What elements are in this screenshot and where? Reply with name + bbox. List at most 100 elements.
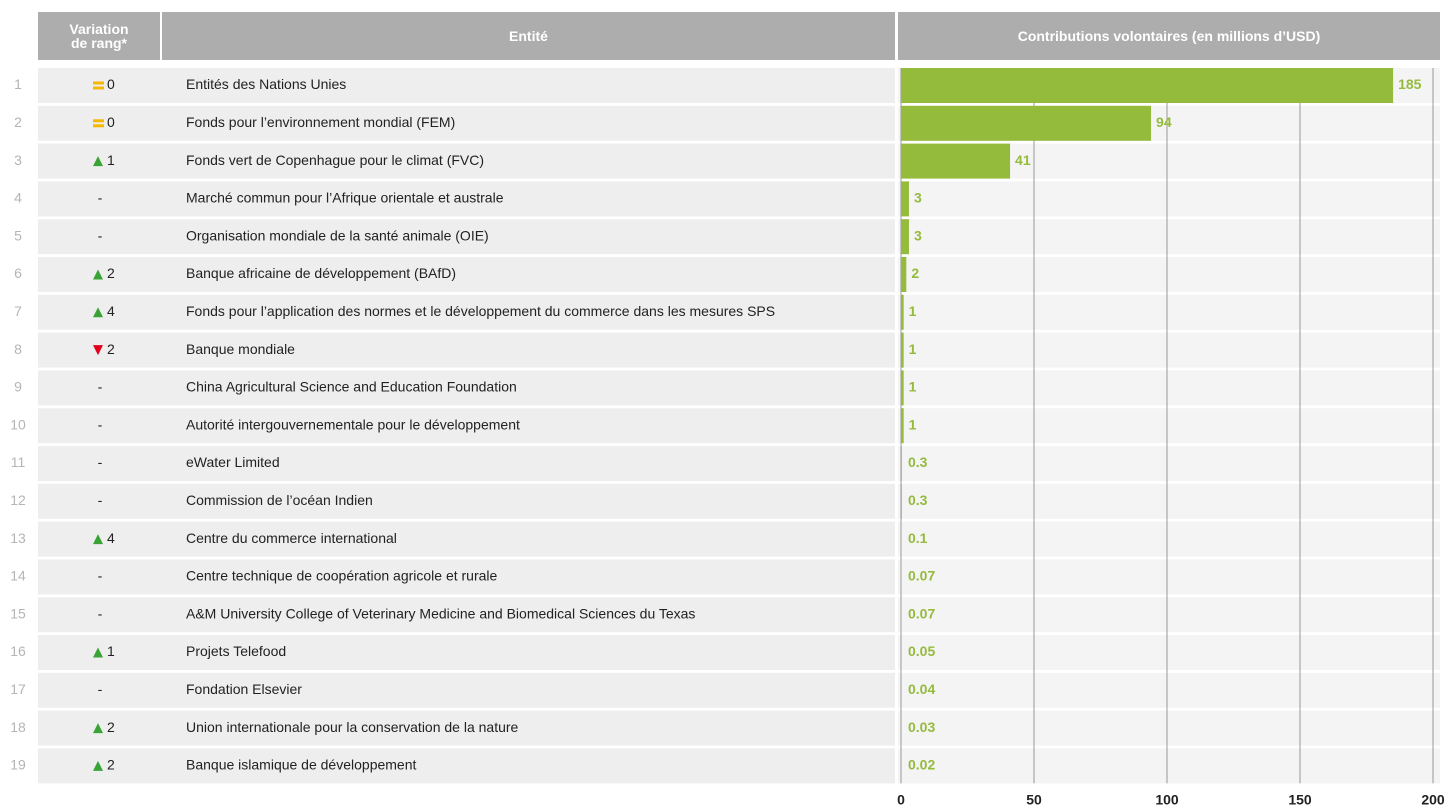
value-label: 0.02 <box>908 757 935 773</box>
row-bg <box>38 559 895 595</box>
row-bg-chart <box>898 332 1440 368</box>
entity: Marché commun pour l’Afrique orientale e… <box>186 190 504 206</box>
rank: 9 <box>14 379 22 395</box>
row-bg <box>38 635 895 670</box>
rank: 15 <box>10 605 26 621</box>
bar <box>901 257 907 292</box>
header-rank-change: Variation de rang* <box>38 12 160 60</box>
entity: eWater Limited <box>186 454 280 470</box>
row-bg <box>38 710 895 746</box>
row-bg-chart <box>898 748 1440 784</box>
row-bg <box>38 672 895 708</box>
value-label: 41 <box>1015 152 1031 168</box>
value-label: 0.03 <box>908 719 935 735</box>
bar <box>901 105 1152 141</box>
value-label: 2 <box>911 265 919 281</box>
rank: 3 <box>14 152 22 168</box>
rank: 14 <box>10 568 26 584</box>
rank-change: 0 <box>107 114 115 130</box>
row-bg <box>38 181 895 217</box>
rank: 16 <box>10 643 26 659</box>
row-bg <box>38 257 895 292</box>
x-tick-label: 50 <box>1026 792 1042 808</box>
x-tick-label: 100 <box>1155 792 1179 808</box>
rank: 18 <box>10 719 26 735</box>
rank: 6 <box>14 265 22 281</box>
x-tick-label: 150 <box>1288 792 1312 808</box>
entity: A&M University College of Veterinary Med… <box>186 605 695 621</box>
row-bg-chart <box>898 635 1440 670</box>
entity: China Agricultural Science and Education… <box>186 379 517 395</box>
row-bg-chart <box>898 294 1440 330</box>
rank: 12 <box>10 492 26 508</box>
entity: Fondation Elsevier <box>186 681 302 697</box>
rank-change: 2 <box>107 265 115 281</box>
rank: 13 <box>10 530 26 546</box>
value-label: 0.07 <box>908 568 935 584</box>
rank-change: 4 <box>107 530 115 546</box>
bar <box>901 370 904 406</box>
rank: 11 <box>11 454 26 470</box>
row-bg-chart <box>898 408 1440 444</box>
value-label: 3 <box>914 190 922 206</box>
same-icon <box>93 119 104 123</box>
rank-change: 1 <box>107 643 115 659</box>
row-bg <box>38 483 895 519</box>
row-bg-chart <box>898 597 1440 633</box>
entity: Banque africaine de développement (BAfD) <box>186 265 456 281</box>
row-bg <box>38 68 895 103</box>
rank: 4 <box>14 190 22 206</box>
down-icon <box>93 345 103 356</box>
entity: Fonds pour l’application des normes et l… <box>186 303 775 319</box>
rank-change: - <box>98 568 103 584</box>
rank: 17 <box>10 681 26 697</box>
entity: Fonds vert de Copenhague pour le climat … <box>186 152 484 168</box>
entity: Projets Telefood <box>186 643 286 659</box>
entity: Banque islamique de développement <box>186 757 416 773</box>
row-bg-chart <box>898 672 1440 708</box>
rank: 1 <box>14 76 22 92</box>
header-value: Contributions volontaires (en millions d… <box>898 12 1440 60</box>
value-label: 1 <box>909 416 917 432</box>
entity: Union internationale pour la conservatio… <box>186 719 519 735</box>
up-icon <box>93 156 103 167</box>
bar <box>901 294 904 330</box>
rank-change: - <box>98 190 103 206</box>
rank-change: - <box>98 416 103 432</box>
row-bg <box>38 748 895 784</box>
value-label: 0.3 <box>908 492 928 508</box>
row-bg <box>38 521 895 557</box>
bar <box>901 219 909 255</box>
entity: Commission de l’océan Indien <box>186 492 373 508</box>
x-tick-label: 200 <box>1421 792 1445 808</box>
same-icon <box>93 124 104 128</box>
value-label: 0.1 <box>908 530 928 546</box>
up-icon <box>93 269 103 280</box>
value-label: 0.3 <box>908 454 928 470</box>
entity: Autorité intergouvernementale pour le dé… <box>186 416 520 432</box>
value-label: 0.07 <box>908 605 935 621</box>
bar <box>901 483 902 519</box>
rank: 7 <box>14 303 22 319</box>
rank-change: - <box>98 681 103 697</box>
rank-change: - <box>98 379 103 395</box>
header-entity: Entité <box>162 12 895 60</box>
value-label: 0.05 <box>908 643 935 659</box>
up-icon <box>93 723 103 734</box>
row-bg <box>38 370 895 406</box>
entity: Centre technique de coopération agricole… <box>186 568 498 584</box>
bar <box>901 408 904 444</box>
up-icon <box>93 760 103 771</box>
row-bg-chart <box>898 710 1440 746</box>
same-icon <box>93 86 104 90</box>
rank-change: 2 <box>107 719 115 735</box>
value-label: 94 <box>1156 114 1172 130</box>
rank-change: - <box>98 454 103 470</box>
row-bg <box>38 332 895 368</box>
value-label: 3 <box>914 227 922 243</box>
value-label: 0.04 <box>908 681 935 697</box>
row-bg-chart <box>898 219 1440 255</box>
rank-change: 2 <box>107 341 115 357</box>
